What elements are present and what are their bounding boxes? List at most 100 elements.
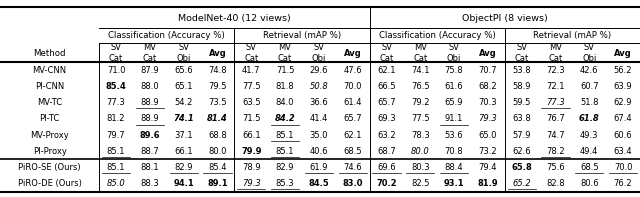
Text: 89.1: 89.1 xyxy=(207,179,228,188)
Text: MV-TC: MV-TC xyxy=(37,98,62,107)
Text: MV-Proxy: MV-Proxy xyxy=(30,131,69,140)
Text: 73.2: 73.2 xyxy=(479,147,497,156)
Text: PiRO-SE (Ours): PiRO-SE (Ours) xyxy=(19,163,81,172)
Text: 79.2: 79.2 xyxy=(411,98,429,107)
Text: 41.7: 41.7 xyxy=(242,66,260,75)
Text: 76.2: 76.2 xyxy=(614,179,632,188)
Text: 80.0: 80.0 xyxy=(411,147,429,156)
Text: 87.9: 87.9 xyxy=(141,66,159,75)
Text: 74.6: 74.6 xyxy=(344,163,362,172)
Text: 74.7: 74.7 xyxy=(546,131,565,140)
Text: ObjectPI (8 views): ObjectPI (8 views) xyxy=(462,14,548,23)
Text: 70.0: 70.0 xyxy=(344,82,362,91)
Text: PI-CNN: PI-CNN xyxy=(35,82,64,91)
Text: 66.5: 66.5 xyxy=(377,82,396,91)
Text: 57.9: 57.9 xyxy=(513,131,531,140)
Text: 85.3: 85.3 xyxy=(276,179,294,188)
Text: 70.8: 70.8 xyxy=(445,147,463,156)
Text: 77.3: 77.3 xyxy=(546,98,565,107)
Text: MV
Cat: MV Cat xyxy=(143,44,157,63)
Text: 41.4: 41.4 xyxy=(310,114,328,124)
Text: 74.1: 74.1 xyxy=(173,114,194,124)
Text: 85.1: 85.1 xyxy=(276,147,294,156)
Text: 74.8: 74.8 xyxy=(208,66,227,75)
Text: 72.1: 72.1 xyxy=(547,82,564,91)
Text: SV
Cat: SV Cat xyxy=(380,44,394,63)
Text: 71.5: 71.5 xyxy=(242,114,260,124)
Text: SV
Obj: SV Obj xyxy=(582,44,596,63)
Text: 80.3: 80.3 xyxy=(411,163,429,172)
Text: 49.4: 49.4 xyxy=(580,147,598,156)
Text: 65.9: 65.9 xyxy=(445,98,463,107)
Text: 81.2: 81.2 xyxy=(107,114,125,124)
Text: 88.9: 88.9 xyxy=(141,98,159,107)
Text: MV
Cat: MV Cat xyxy=(548,44,563,63)
Text: 60.7: 60.7 xyxy=(580,82,598,91)
Text: 79.7: 79.7 xyxy=(107,131,125,140)
Text: Retrieval (mAP %): Retrieval (mAP %) xyxy=(533,31,611,40)
Text: 50.8: 50.8 xyxy=(310,82,328,91)
Text: 66.1: 66.1 xyxy=(174,147,193,156)
Text: 82.9: 82.9 xyxy=(175,163,193,172)
Text: 47.6: 47.6 xyxy=(344,66,362,75)
Text: 37.1: 37.1 xyxy=(174,131,193,140)
Text: 29.6: 29.6 xyxy=(310,66,328,75)
Text: 82.5: 82.5 xyxy=(411,179,429,188)
Text: 85.4: 85.4 xyxy=(208,163,227,172)
Text: 85.4: 85.4 xyxy=(106,82,127,91)
Text: PI-Proxy: PI-Proxy xyxy=(33,147,67,156)
Text: 88.1: 88.1 xyxy=(141,163,159,172)
Text: 49.3: 49.3 xyxy=(580,131,598,140)
Text: 62.1: 62.1 xyxy=(377,66,396,75)
Text: 36.6: 36.6 xyxy=(310,98,328,107)
Text: 75.6: 75.6 xyxy=(546,163,565,172)
Text: 91.1: 91.1 xyxy=(445,114,463,124)
Text: 82.8: 82.8 xyxy=(546,179,565,188)
Text: 88.7: 88.7 xyxy=(141,147,159,156)
Text: Classification (Accuracy %): Classification (Accuracy %) xyxy=(108,31,225,40)
Text: 35.0: 35.0 xyxy=(310,131,328,140)
Text: 81.9: 81.9 xyxy=(477,179,498,188)
Text: 76.5: 76.5 xyxy=(411,82,429,91)
Text: 77.5: 77.5 xyxy=(242,82,260,91)
Text: 69.3: 69.3 xyxy=(377,114,396,124)
Text: Method: Method xyxy=(33,49,66,58)
Text: 78.9: 78.9 xyxy=(242,163,260,172)
Text: 85.0: 85.0 xyxy=(107,179,125,188)
Text: 62.9: 62.9 xyxy=(614,98,632,107)
Text: 61.4: 61.4 xyxy=(344,98,362,107)
Text: SV
Obj: SV Obj xyxy=(177,44,191,63)
Text: 42.6: 42.6 xyxy=(580,66,598,75)
Text: SV
Cat: SV Cat xyxy=(109,44,124,63)
Text: 82.9: 82.9 xyxy=(276,163,294,172)
Text: 93.1: 93.1 xyxy=(444,179,465,188)
Text: 78.2: 78.2 xyxy=(546,147,565,156)
Text: 70.3: 70.3 xyxy=(479,98,497,107)
Text: 79.3: 79.3 xyxy=(242,179,260,188)
Text: 76.7: 76.7 xyxy=(546,114,565,124)
Text: 84.5: 84.5 xyxy=(308,179,329,188)
Text: 94.1: 94.1 xyxy=(173,179,194,188)
Text: 78.3: 78.3 xyxy=(411,131,429,140)
Text: Classification (Accuracy %): Classification (Accuracy %) xyxy=(379,31,495,40)
Text: SV
Cat: SV Cat xyxy=(244,44,259,63)
Text: PiRO-DE (Ours): PiRO-DE (Ours) xyxy=(18,179,81,188)
Text: 53.8: 53.8 xyxy=(513,66,531,75)
Text: 65.6: 65.6 xyxy=(174,66,193,75)
Text: 63.4: 63.4 xyxy=(614,147,632,156)
Text: Retrieval (mAP %): Retrieval (mAP %) xyxy=(263,31,341,40)
Text: 85.1: 85.1 xyxy=(107,147,125,156)
Text: 63.2: 63.2 xyxy=(377,131,396,140)
Text: 68.5: 68.5 xyxy=(580,163,598,172)
Text: 51.8: 51.8 xyxy=(580,98,598,107)
Text: 60.6: 60.6 xyxy=(614,131,632,140)
Text: 65.0: 65.0 xyxy=(479,131,497,140)
Text: 89.6: 89.6 xyxy=(140,131,160,140)
Text: 62.1: 62.1 xyxy=(344,131,362,140)
Text: 88.4: 88.4 xyxy=(445,163,463,172)
Text: 71.5: 71.5 xyxy=(276,66,294,75)
Text: 65.2: 65.2 xyxy=(513,179,531,188)
Text: 79.9: 79.9 xyxy=(241,147,262,156)
Text: PI-TC: PI-TC xyxy=(40,114,60,124)
Text: 84.0: 84.0 xyxy=(276,98,294,107)
